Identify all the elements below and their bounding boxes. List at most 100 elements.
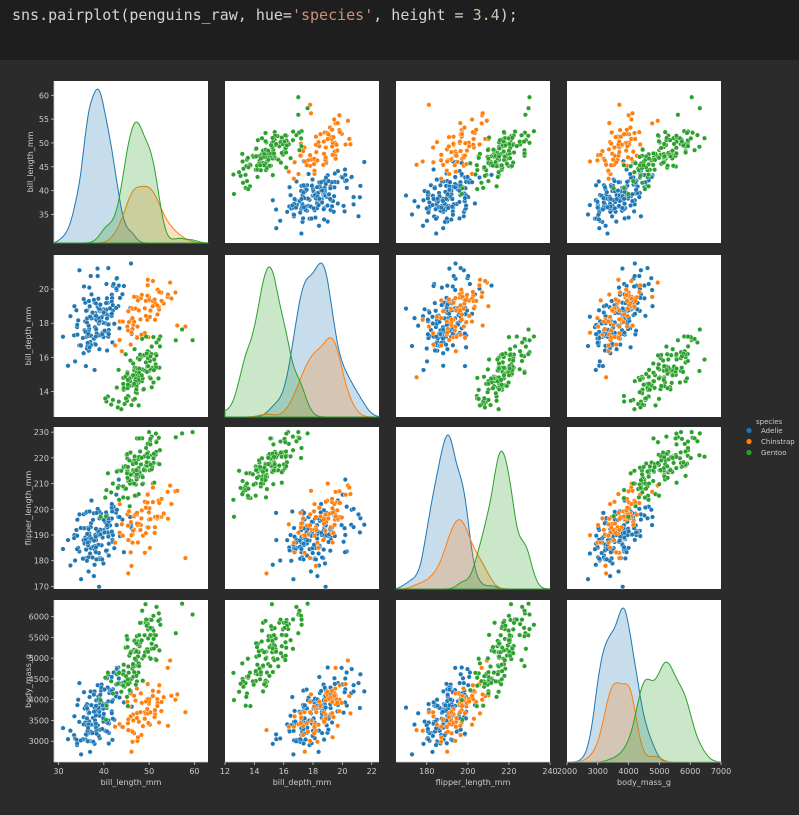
point-chinstrap [307, 699, 313, 705]
point-adelie [452, 665, 458, 671]
x-tick-label: 18 [308, 767, 318, 776]
point-gentoo [245, 155, 251, 161]
point-adelie [288, 192, 294, 198]
point-chinstrap [459, 317, 465, 323]
point-chinstrap [158, 708, 164, 714]
point-chinstrap [469, 117, 475, 123]
point-chinstrap [611, 144, 617, 150]
point-adelie [425, 736, 431, 742]
point-adelie [603, 302, 609, 308]
point-adelie [105, 534, 111, 540]
point-adelie [76, 680, 82, 686]
point-chinstrap [457, 709, 463, 715]
point-adelie [88, 273, 94, 279]
point-chinstrap [438, 176, 444, 182]
point-adelie [626, 528, 632, 534]
point-chinstrap [479, 294, 485, 300]
point-gentoo [527, 626, 533, 632]
point-chinstrap [308, 110, 314, 116]
point-gentoo [694, 438, 700, 444]
point-chinstrap [145, 277, 151, 283]
point-chinstrap [329, 505, 335, 511]
point-chinstrap [302, 158, 308, 164]
point-chinstrap [302, 532, 308, 538]
point-adelie [446, 687, 452, 693]
point-gentoo [494, 183, 500, 189]
point-adelie [90, 739, 96, 745]
point-chinstrap [316, 505, 322, 511]
point-chinstrap [125, 570, 131, 576]
point-chinstrap [607, 501, 613, 507]
point-gentoo [631, 468, 637, 474]
point-gentoo [504, 161, 510, 167]
point-adelie [442, 702, 448, 708]
point-gentoo [148, 656, 154, 662]
point-chinstrap [112, 540, 118, 546]
point-adelie [314, 184, 320, 190]
point-chinstrap [617, 127, 623, 133]
point-gentoo [492, 620, 498, 626]
point-chinstrap [616, 324, 622, 330]
point-adelie [431, 699, 437, 705]
point-gentoo [139, 372, 145, 378]
point-gentoo [651, 378, 657, 384]
point-chinstrap [168, 693, 174, 699]
point-gentoo [688, 455, 694, 461]
point-gentoo [236, 169, 242, 175]
point-adelie [609, 213, 615, 219]
point-chinstrap [463, 319, 469, 325]
point-gentoo [638, 404, 644, 410]
point-gentoo [679, 353, 685, 359]
point-gentoo [670, 163, 676, 169]
point-adelie [74, 533, 80, 539]
point-adelie [96, 584, 102, 590]
point-chinstrap [473, 298, 479, 304]
point-chinstrap [152, 707, 158, 713]
point-adelie [301, 741, 307, 747]
point-gentoo [263, 494, 269, 500]
point-gentoo [656, 375, 662, 381]
point-chinstrap [332, 522, 338, 528]
point-chinstrap [452, 295, 458, 301]
point-adelie [87, 344, 93, 350]
point-chinstrap [318, 703, 324, 709]
point-adelie [403, 306, 409, 312]
point-gentoo [263, 138, 269, 144]
point-gentoo [485, 178, 491, 184]
point-gentoo [240, 478, 246, 484]
y-tick-label: 3500 [29, 716, 49, 725]
point-adelie [596, 178, 602, 184]
point-adelie [638, 517, 644, 523]
point-gentoo [258, 669, 264, 675]
point-adelie [622, 201, 628, 207]
point-gentoo [190, 429, 196, 435]
panel-bill_depth_mm-vs-bill_depth_mm [225, 255, 379, 417]
point-gentoo [132, 656, 138, 662]
legend-label-chinstrap: Chinstrap [761, 438, 795, 446]
point-chinstrap [325, 481, 331, 487]
point-chinstrap [616, 555, 622, 561]
point-chinstrap [291, 540, 297, 546]
y-tick-label: 50 [39, 139, 49, 148]
point-gentoo [621, 393, 627, 399]
point-adelie [642, 505, 648, 511]
code-cell[interactable]: sns.pairplot(penguins_raw, hue='species'… [0, 0, 799, 60]
point-adelie [351, 506, 357, 512]
point-gentoo [105, 670, 111, 676]
point-chinstrap [625, 306, 631, 312]
point-gentoo [283, 165, 289, 171]
point-gentoo [494, 398, 500, 404]
point-adelie [357, 529, 363, 535]
point-adelie [91, 692, 97, 698]
point-gentoo [670, 372, 676, 378]
point-gentoo [253, 153, 259, 159]
point-chinstrap [334, 148, 340, 154]
point-chinstrap [637, 141, 643, 147]
point-gentoo [673, 145, 679, 151]
point-gentoo [655, 439, 661, 445]
point-gentoo [258, 167, 264, 173]
point-adelie [409, 211, 415, 217]
point-gentoo [147, 436, 153, 442]
point-gentoo [279, 643, 285, 649]
point-gentoo [494, 694, 500, 700]
